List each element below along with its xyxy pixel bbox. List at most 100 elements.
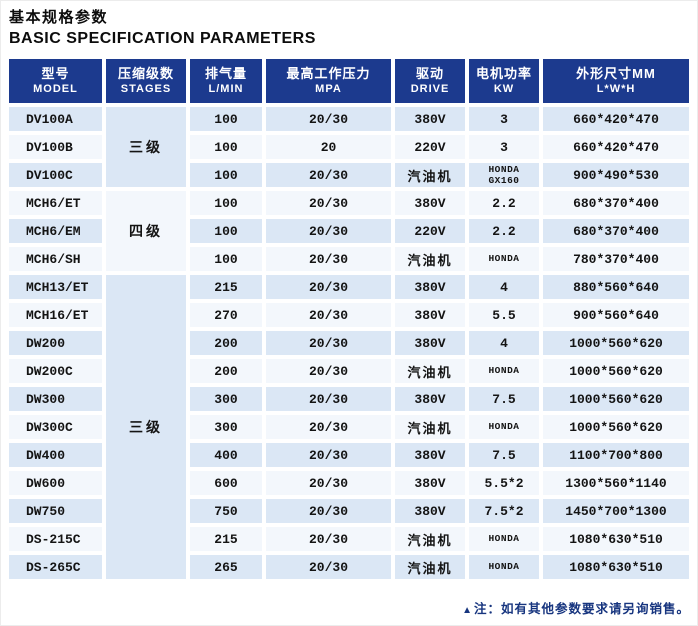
table-row: DS-215C 215 20/30 汽油机 HONDA 1080*630*510 xyxy=(9,527,689,551)
power-cell: 5.5 xyxy=(469,303,539,327)
flow-cell: 300 xyxy=(190,415,262,439)
power-cell: 2.2 xyxy=(469,191,539,215)
model-cell: DS-215C xyxy=(9,527,102,551)
flow-cell: 100 xyxy=(190,219,262,243)
model-cell: MCH16/ET xyxy=(9,303,102,327)
pressure-cell: 20/30 xyxy=(266,471,391,495)
model-cell: DW300 xyxy=(9,387,102,411)
column-header-en: KW xyxy=(493,83,515,96)
table-row: DW200C 200 20/30 汽油机 HONDA 1000*560*620 xyxy=(9,359,689,383)
drive-cell: 220V xyxy=(395,135,465,159)
model-cell: DW600 xyxy=(9,471,102,495)
model-cell: DV100C xyxy=(9,163,102,187)
note-triangle-icon: ▲ xyxy=(462,605,474,616)
footer-note: ▲注：如有其他参数要求请另询销售。 xyxy=(462,598,690,617)
column-header-l-min: 排气量 L/MIN xyxy=(190,59,262,103)
drive-cell: 380V xyxy=(395,191,465,215)
table-row: MCH6/ET 四级 100 20/30 380V 2.2 680*370*400 xyxy=(9,191,689,271)
power-cell: HONDA xyxy=(469,527,539,551)
column-header-en: L*W*H xyxy=(596,83,636,96)
spec-table: 型号 MODEL 压缩级数 STAGES 排气量 L/MIN 最高工作压力 MPA 驱动 DRIV… xyxy=(5,55,693,583)
flow-cell: 400 xyxy=(190,443,262,467)
dims-cell: 1000*560*620 xyxy=(543,415,689,439)
dims-cell: 1080*630*510 xyxy=(543,555,689,579)
model-cell: DW400 xyxy=(9,443,102,467)
stage-cell: 四级 xyxy=(106,191,186,271)
flow-cell: 600 xyxy=(190,471,262,495)
drive-cell: 汽油机 xyxy=(395,527,465,551)
dims-cell: 1000*560*620 xyxy=(543,331,689,355)
dims-cell: 1000*560*620 xyxy=(543,387,689,411)
dims-cell: 660*420*470 xyxy=(543,135,689,159)
column-header-l-w-h: 外形尺寸MM L*W*H xyxy=(543,59,689,103)
dims-cell: 1450*700*1300 xyxy=(543,499,689,523)
model-cell: DW200 xyxy=(9,331,102,355)
model-cell: DV100A xyxy=(9,107,102,131)
flow-cell: 215 xyxy=(190,275,262,299)
pressure-cell: 20/30 xyxy=(266,219,391,243)
table-row: DV100B 100 20 220V 3 660*420*470 xyxy=(9,135,689,159)
pressure-cell: 20/30 xyxy=(266,527,391,551)
column-header-kw: 电机功率 KW xyxy=(469,59,539,103)
power-cell: HONDA GX160 xyxy=(469,163,539,187)
column-header-en: DRIVE xyxy=(410,83,450,96)
flow-cell: 300 xyxy=(190,387,262,411)
table-row: DW200 200 20/30 380V 4 1000*560*620 xyxy=(9,331,689,355)
spec-table-body: DV100A 三级 100 20/30 380V 3 660*420*470 DV100B 10… xyxy=(9,107,689,579)
drive-cell: 汽油机 xyxy=(395,359,465,383)
table-row: DS-265C 265 20/30 汽油机 HONDA 1080*630*510 xyxy=(9,555,689,579)
power-cell: 2.2 xyxy=(469,219,539,243)
flow-cell: 100 xyxy=(190,191,262,215)
table-row: MCH6/SH 100 20/30 汽油机 HONDA 780*370*400 xyxy=(9,247,689,271)
drive-cell: 汽油机 xyxy=(395,163,465,187)
flow-cell: 100 xyxy=(190,163,262,187)
flow-cell: 750 xyxy=(190,499,262,523)
drive-cell: 380V xyxy=(395,331,465,355)
dims-cell: 1080*630*510 xyxy=(543,527,689,551)
model-cell: DV100B xyxy=(9,135,102,159)
drive-cell: 380V xyxy=(395,107,465,131)
power-cell: HONDA xyxy=(469,247,539,271)
column-header-en: L/MIN xyxy=(208,83,244,96)
pressure-cell: 20/30 xyxy=(266,387,391,411)
table-row: MCH6/EM 100 20/30 220V 2.2 680*370*400 xyxy=(9,219,689,243)
table-row: MCH16/ET 270 20/30 380V 5.5 900*560*640 xyxy=(9,303,689,327)
column-header-mpa: 最高工作压力 MPA xyxy=(266,59,391,103)
drive-cell: 380V xyxy=(395,471,465,495)
pressure-cell: 20/30 xyxy=(266,107,391,131)
table-row: DW600 600 20/30 380V 5.5*2 1300*560*1140 xyxy=(9,471,689,495)
flow-cell: 215 xyxy=(190,527,262,551)
column-header-zh: 外形尺寸MM xyxy=(576,65,656,81)
flow-cell: 265 xyxy=(190,555,262,579)
column-header-zh: 最高工作压力 xyxy=(286,65,371,81)
drive-cell: 220V xyxy=(395,219,465,243)
column-header-en: MODEL xyxy=(33,83,78,96)
power-cell: 4 xyxy=(469,331,539,355)
power-cell: HONDA xyxy=(469,359,539,383)
pressure-cell: 20/30 xyxy=(266,163,391,187)
pressure-cell: 20/30 xyxy=(266,191,391,215)
dims-cell: 880*560*640 xyxy=(543,275,689,299)
power-cell: 3 xyxy=(469,135,539,159)
spec-table-head: 型号 MODEL 压缩级数 STAGES 排气量 L/MIN 最高工作压力 MPA 驱动 DRIV… xyxy=(9,59,689,103)
column-header-zh: 排气量 xyxy=(204,65,247,81)
power-cell: 5.5*2 xyxy=(469,471,539,495)
table-row: DW400 400 20/30 380V 7.5 1100*700*800 xyxy=(9,443,689,467)
pressure-cell: 20/30 xyxy=(266,443,391,467)
model-cell: MCH6/EM xyxy=(9,219,102,243)
flow-cell: 100 xyxy=(190,135,262,159)
power-cell: HONDA xyxy=(469,555,539,579)
dims-cell: 780*370*400 xyxy=(543,247,689,271)
dims-cell: 680*370*400 xyxy=(543,219,689,243)
drive-cell: 汽油机 xyxy=(395,247,465,271)
pressure-cell: 20 xyxy=(266,135,391,159)
column-header-stages: 压缩级数 STAGES xyxy=(106,59,186,103)
model-cell: MCH13/ET xyxy=(9,275,102,299)
pressure-cell: 20/30 xyxy=(266,331,391,355)
column-header-zh: 型号 xyxy=(41,65,70,81)
pressure-cell: 20/30 xyxy=(266,275,391,299)
pressure-cell: 20/30 xyxy=(266,247,391,271)
dims-cell: 1100*700*800 xyxy=(543,443,689,467)
page-title-chinese: 基本规格参数 xyxy=(9,9,109,26)
